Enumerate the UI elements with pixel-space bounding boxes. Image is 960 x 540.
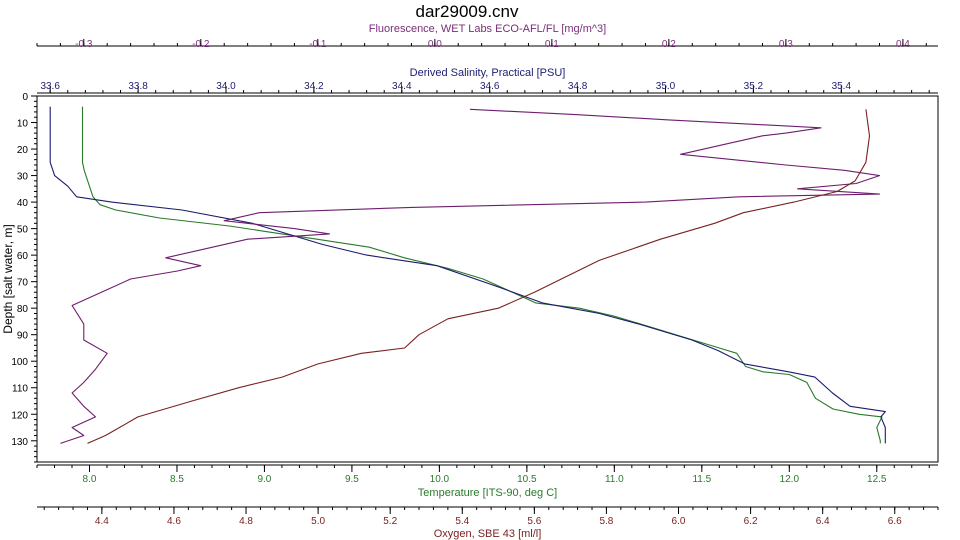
oxygen-tick-label: 5.0	[311, 516, 325, 527]
temperature-tick-label: 9.5	[345, 474, 359, 485]
oxygen-tick-label: 6.4	[816, 516, 830, 527]
temperature-tick-label: 12.0	[780, 474, 800, 485]
depth-tick-label: 120	[11, 410, 28, 421]
salinity-tick-label: 35.2	[744, 81, 764, 92]
depth-axis-label: Depth [salt water, m]	[1, 224, 15, 333]
depth-tick-label: 50	[17, 225, 29, 236]
temperature-profile-line	[81, 106, 883, 444]
temperature-tick-label: 10.0	[430, 474, 450, 485]
depth-tick-label: 60	[17, 251, 29, 262]
oxygen-tick-label: 5.2	[383, 516, 397, 527]
fluorescence-tick-label: 0.0	[428, 39, 442, 50]
bottom-axes: 8.0 8.5 9.0 9.5 10.0 10.5 11.0 11.5 12.0 12.5 Temp…	[36, 464, 939, 540]
temperature-tick-label: 8.5	[170, 474, 184, 485]
fluorescence-tick-label: 0.2	[662, 39, 676, 50]
temperature-tick-label: 12.5	[867, 474, 887, 485]
salinity-tick-label: 33.8	[128, 81, 148, 92]
oxygen-tick-label: 6.2	[744, 516, 758, 527]
fluorescence-tick-label: 0.3	[779, 39, 793, 50]
fluorescence-tick-label: 0.4	[896, 39, 910, 50]
depth-tick-label: 80	[17, 304, 29, 315]
salinity-axis-title: Derived Salinity, Practical [PSU]	[410, 67, 566, 79]
oxygen-tick-label: 4.4	[95, 516, 109, 527]
oxygen-profile-line	[87, 109, 871, 444]
top-axes: -0.3 -0.2 -0.1 0.0 0.1 0.2 0.3 0.4 Fluorescence,…	[36, 23, 938, 94]
oxygen-tick-label: 5.8	[599, 516, 613, 527]
salinity-tick-label: 35.4	[832, 81, 852, 92]
depth-tick-label: 30	[17, 172, 29, 183]
chart-title: dar29009.cnv	[415, 2, 519, 21]
fluorescence-tick-label: -0.2	[192, 39, 210, 50]
fluorescence-axis-title: Fluorescence, WET Labs ECO-AFL/FL [mg/m^…	[369, 23, 606, 35]
fluorescence-tick-label: -0.1	[309, 39, 327, 50]
temperature-tick-label: 11.5	[692, 474, 711, 485]
depth-tick-label: 100	[11, 357, 28, 368]
oxygen-tick-label: 6.6	[888, 516, 902, 527]
oxygen-axis-title: Oxygen, SBE 43 [ml/l]	[434, 528, 542, 540]
depth-tick-label: 0	[22, 92, 28, 103]
oxygen-tick-label: 4.6	[167, 516, 181, 527]
oxygen-tick-label: 4.8	[239, 516, 253, 527]
salinity-profile-line	[49, 106, 886, 444]
depth-axis: 0 10 20 30 40 50 60 70 80 90 100 110 120 130	[11, 92, 38, 463]
depth-tick-label: 70	[17, 278, 29, 289]
depth-tick-label: 130	[11, 437, 28, 448]
salinity-tick-label: 34.6	[480, 81, 500, 92]
oxygen-tick-label: 5.4	[455, 516, 469, 527]
temperature-tick-label: 9.0	[257, 474, 271, 485]
salinity-tick-label: 34.0	[216, 81, 236, 92]
oxygen-tick-label: 5.6	[527, 516, 541, 527]
temperature-tick-label: 8.0	[83, 474, 97, 485]
salinity-tick-label: 33.6	[40, 81, 60, 92]
oxygen-axis: 4.4 4.6 4.8 5.0 5.2 5.4 5.6 5.8 6.0 6.2 6.4 6.6 Oxyg…	[37, 506, 939, 540]
depth-tick-label: 110	[12, 384, 28, 395]
salinity-tick-label: 34.2	[304, 81, 324, 92]
oxygen-tick-label: 6.0	[672, 516, 686, 527]
temperature-tick-label: 10.5	[517, 474, 537, 485]
salinity-tick-label: 34.4	[392, 81, 412, 92]
temperature-tick-label: 11.0	[605, 474, 624, 485]
salinity-tick-label: 35.0	[656, 81, 676, 92]
fluorescence-tick-label: 0.1	[545, 39, 559, 50]
temperature-axis: 8.0 8.5 9.0 9.5 10.0 10.5 11.0 11.5 12.0 12.5 Temp…	[36, 464, 938, 499]
depth-tick-label: 10	[17, 119, 29, 130]
salinity-axis: 33.6 33.8 34.0 34.2 34.4 34.6 34.8 35.0 35.2 35.4…	[37, 67, 938, 94]
temperature-axis-title: Temperature [ITS-90, deg C]	[418, 487, 557, 499]
salinity-tick-label: 34.8	[568, 81, 588, 92]
depth-tick-label: 40	[17, 198, 29, 209]
fluorescence-tick-label: -0.3	[75, 39, 93, 50]
fluorescence-axis: -0.3 -0.2 -0.1 0.0 0.1 0.2 0.3 0.4 Fluorescence,…	[36, 23, 938, 50]
fluorescence-profile-line	[60, 108, 881, 444]
depth-tick-label: 90	[17, 331, 29, 342]
depth-tick-label: 20	[17, 145, 29, 156]
series-layer	[49, 106, 886, 444]
